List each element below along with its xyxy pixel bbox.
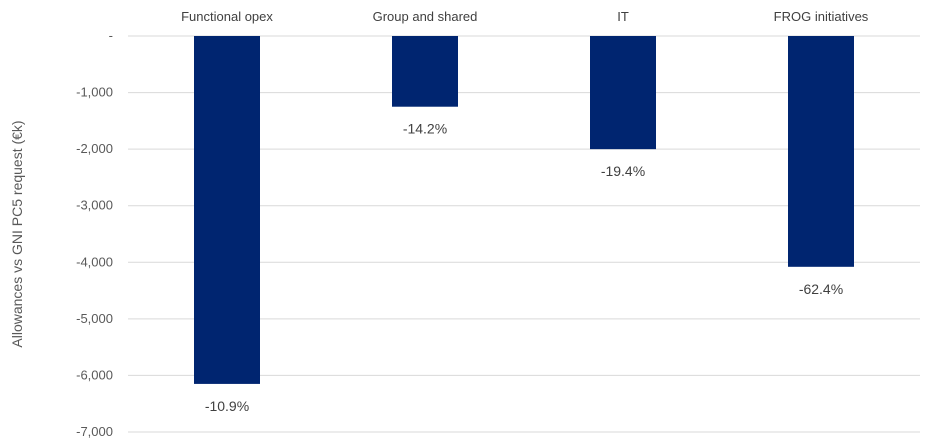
y-axis-label: Allowances vs GNI PC5 request (€k) xyxy=(9,120,25,347)
bar xyxy=(194,36,260,384)
category-labels: Functional opex Group and shared IT FROG in… xyxy=(181,9,869,24)
bar xyxy=(392,36,458,107)
category-label: Group and shared xyxy=(373,9,478,24)
data-label: -19.4% xyxy=(601,163,645,179)
y-tick-label: -5,000 xyxy=(76,311,113,326)
category-label: IT xyxy=(617,9,629,24)
y-tick-label: -7,000 xyxy=(76,424,113,439)
y-tick-label: -1,000 xyxy=(76,85,113,100)
category-label: FROG initiatives xyxy=(774,9,869,24)
y-tick-label: -2,000 xyxy=(76,141,113,156)
bar xyxy=(590,36,656,150)
data-label: -10.9% xyxy=(205,398,249,414)
data-label: -14.2% xyxy=(403,121,447,137)
data-labels: -10.9% -14.2% -19.4% -62.4% xyxy=(205,121,843,414)
bars xyxy=(194,36,854,384)
data-label: -62.4% xyxy=(799,281,843,297)
y-axis-ticks: - -1,000 -2,000 -3,000 -4,000 -5,000 -6,000 -7,… xyxy=(76,28,113,439)
bar xyxy=(788,36,854,267)
category-label: Functional opex xyxy=(181,9,273,24)
y-tick-label: -3,000 xyxy=(76,198,113,213)
y-tick-label: -6,000 xyxy=(76,367,113,382)
y-tick-label: -4,000 xyxy=(76,254,113,269)
y-tick-label: - xyxy=(109,28,113,43)
